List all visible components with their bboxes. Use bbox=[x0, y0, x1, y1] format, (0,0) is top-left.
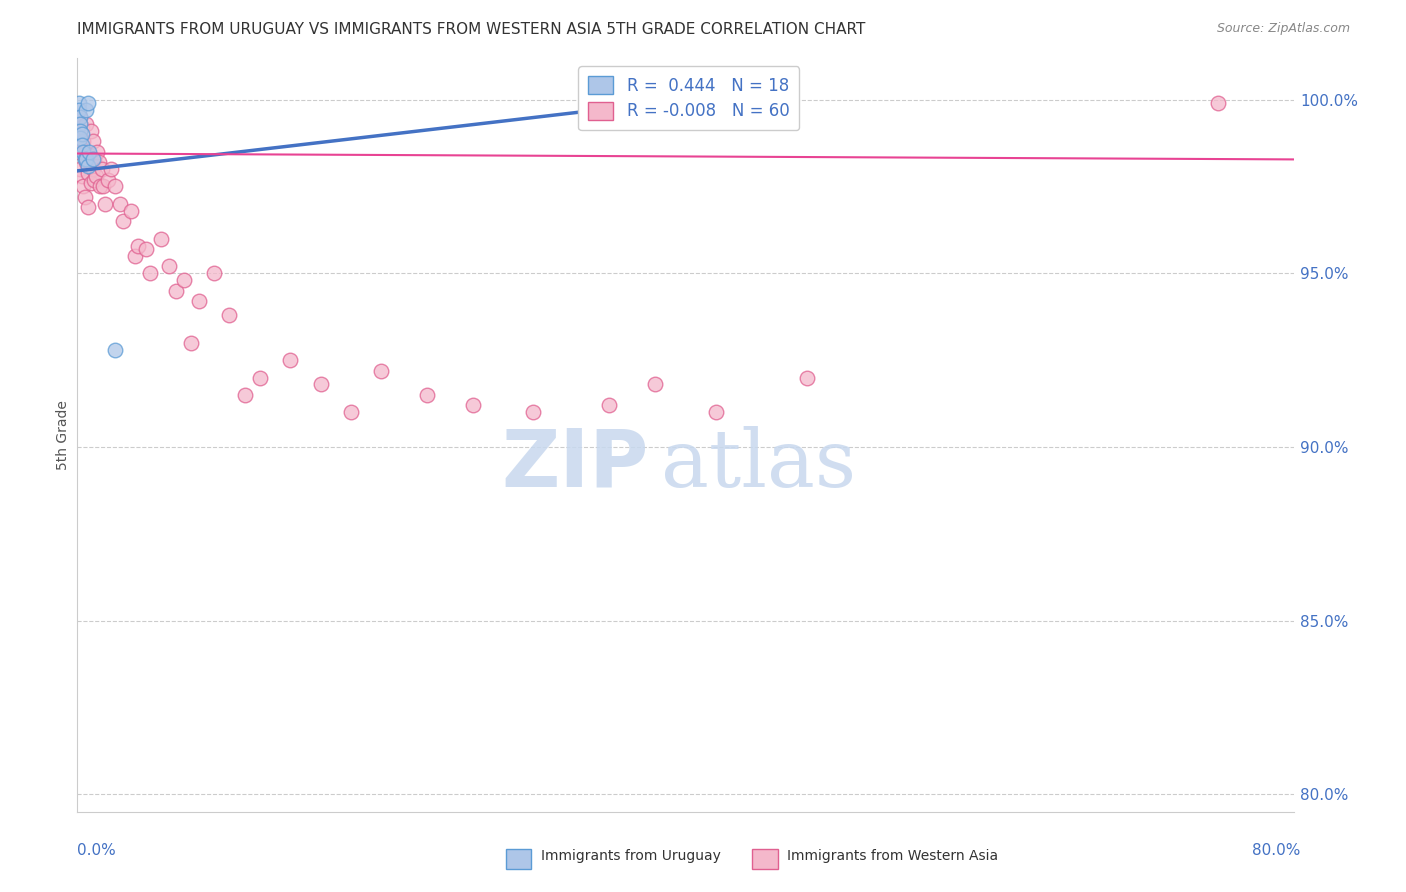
Point bbox=[72, 179, 94, 194]
Point bbox=[75, 155, 97, 169]
Point bbox=[87, 155, 110, 169]
Point bbox=[77, 96, 100, 111]
Point bbox=[93, 197, 115, 211]
Text: Immigrants from Uruguay: Immigrants from Uruguay bbox=[541, 849, 721, 863]
Point bbox=[188, 294, 211, 309]
Point bbox=[309, 377, 332, 392]
Point bbox=[75, 103, 97, 117]
Point bbox=[73, 145, 96, 159]
Point bbox=[70, 169, 93, 183]
Text: Immigrants from Western Asia: Immigrants from Western Asia bbox=[787, 849, 998, 863]
Point bbox=[218, 308, 240, 322]
Point bbox=[70, 137, 93, 152]
Point bbox=[157, 260, 180, 274]
Point bbox=[72, 145, 94, 159]
Point bbox=[69, 124, 91, 138]
Point bbox=[79, 148, 101, 162]
Point bbox=[67, 96, 90, 111]
Point bbox=[82, 152, 104, 166]
Point bbox=[82, 162, 104, 177]
Point bbox=[67, 128, 90, 142]
Point bbox=[97, 172, 120, 186]
Legend: R =  0.444   N = 18, R = -0.008   N = 60: R = 0.444 N = 18, R = -0.008 N = 60 bbox=[578, 66, 799, 130]
Point bbox=[278, 353, 301, 368]
Point bbox=[202, 266, 225, 280]
Point bbox=[77, 166, 100, 180]
Point bbox=[233, 388, 256, 402]
Point bbox=[69, 117, 91, 131]
Point bbox=[249, 370, 271, 384]
Point bbox=[165, 284, 187, 298]
Point bbox=[89, 179, 111, 194]
Y-axis label: 5th Grade: 5th Grade bbox=[56, 400, 70, 470]
Point bbox=[180, 335, 202, 350]
Point bbox=[1206, 96, 1229, 111]
Text: Source: ZipAtlas.com: Source: ZipAtlas.com bbox=[1216, 22, 1350, 36]
Point bbox=[69, 110, 91, 124]
Point bbox=[77, 159, 100, 173]
Point bbox=[69, 110, 91, 124]
Text: 0.0%: 0.0% bbox=[77, 843, 117, 858]
Point bbox=[67, 103, 90, 117]
Point bbox=[598, 398, 620, 412]
Point bbox=[75, 152, 97, 166]
Point bbox=[72, 134, 94, 148]
Point bbox=[644, 377, 666, 392]
Point bbox=[70, 120, 93, 135]
Point bbox=[689, 96, 711, 111]
Point bbox=[796, 370, 818, 384]
Point bbox=[100, 162, 122, 177]
Point bbox=[86, 145, 108, 159]
Point bbox=[127, 238, 149, 252]
Point bbox=[149, 231, 172, 245]
Text: atlas: atlas bbox=[661, 426, 856, 504]
Point bbox=[79, 145, 101, 159]
Point bbox=[69, 131, 91, 145]
Point bbox=[135, 242, 157, 256]
Point bbox=[108, 197, 131, 211]
Point bbox=[75, 117, 97, 131]
Point bbox=[67, 145, 90, 159]
Point bbox=[83, 172, 105, 186]
Point bbox=[82, 134, 104, 148]
Point bbox=[90, 162, 112, 177]
Point bbox=[139, 266, 162, 280]
Point bbox=[340, 405, 363, 419]
Point bbox=[104, 343, 127, 357]
Text: 80.0%: 80.0% bbox=[1253, 843, 1301, 858]
Point bbox=[69, 162, 91, 177]
Point bbox=[416, 388, 439, 402]
Point bbox=[84, 169, 107, 183]
Point bbox=[124, 249, 146, 263]
Point bbox=[80, 176, 103, 190]
Text: ZIP: ZIP bbox=[502, 426, 650, 504]
Point bbox=[173, 273, 195, 287]
Text: IMMIGRANTS FROM URUGUAY VS IMMIGRANTS FROM WESTERN ASIA 5TH GRADE CORRELATION CH: IMMIGRANTS FROM URUGUAY VS IMMIGRANTS FR… bbox=[77, 22, 866, 37]
Point bbox=[370, 363, 392, 377]
Point bbox=[80, 124, 103, 138]
Point bbox=[83, 152, 105, 166]
Point bbox=[461, 398, 484, 412]
Point bbox=[73, 190, 96, 204]
Point bbox=[77, 200, 100, 214]
Point bbox=[73, 152, 96, 166]
Point bbox=[104, 179, 127, 194]
Point bbox=[522, 405, 544, 419]
Point bbox=[704, 405, 727, 419]
Point bbox=[91, 179, 114, 194]
Point bbox=[111, 214, 134, 228]
Point bbox=[120, 203, 142, 218]
Point bbox=[70, 128, 93, 142]
